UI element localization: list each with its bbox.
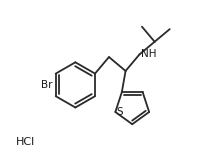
Text: NH: NH	[141, 49, 156, 59]
Text: S: S	[116, 107, 122, 117]
Text: HCl: HCl	[16, 137, 35, 147]
Text: Br: Br	[41, 80, 53, 90]
